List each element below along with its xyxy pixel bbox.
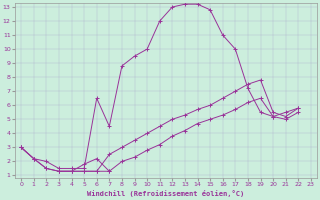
X-axis label: Windchill (Refroidissement éolien,°C): Windchill (Refroidissement éolien,°C) <box>87 190 245 197</box>
